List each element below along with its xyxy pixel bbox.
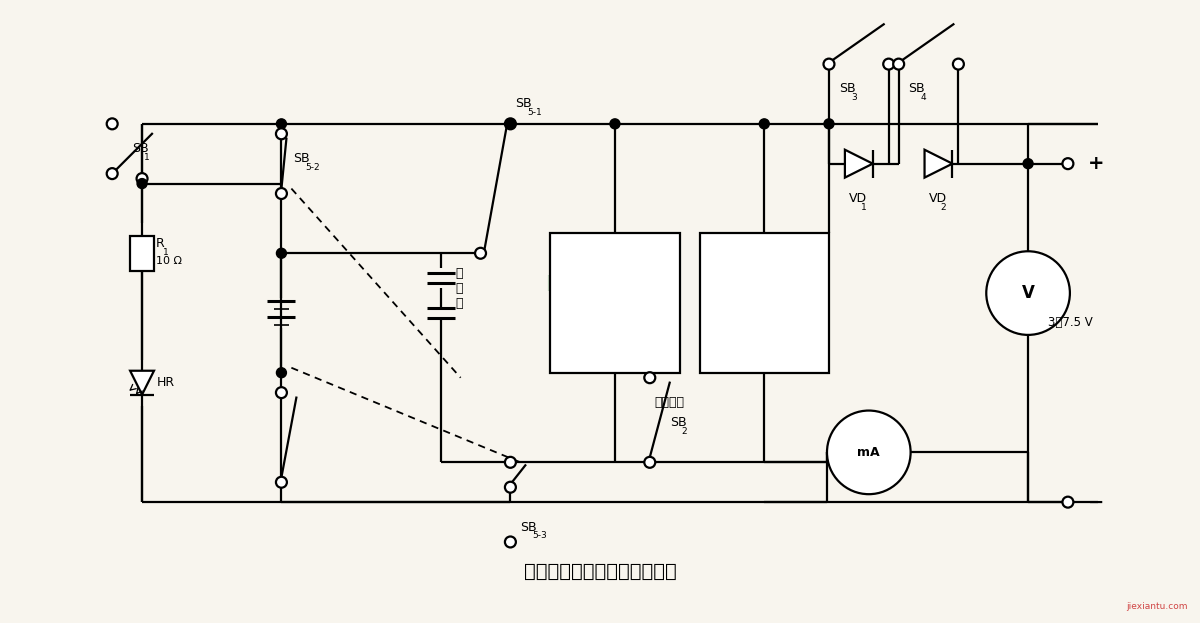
Text: V: V (1021, 284, 1034, 302)
Text: 光伏电池: 光伏电池 (655, 396, 685, 409)
Text: 1: 1 (162, 248, 168, 257)
Circle shape (827, 411, 911, 494)
Circle shape (883, 59, 894, 70)
Text: 5-3: 5-3 (533, 531, 547, 541)
Text: 3～7.5 V: 3～7.5 V (1048, 316, 1093, 330)
Text: 5-1: 5-1 (527, 108, 542, 117)
Text: VD: VD (929, 192, 947, 205)
Text: 1: 1 (860, 203, 866, 212)
Text: 锂
电
池: 锂 电 池 (456, 267, 463, 310)
Text: SB: SB (670, 416, 686, 429)
Circle shape (276, 477, 287, 488)
Circle shape (137, 173, 148, 184)
Text: +: + (1088, 154, 1104, 173)
Circle shape (505, 482, 516, 493)
Circle shape (824, 119, 834, 129)
Text: 10 Ω: 10 Ω (156, 256, 182, 266)
Text: SB: SB (521, 521, 536, 533)
Text: 2: 2 (941, 203, 946, 212)
Circle shape (475, 248, 486, 259)
Text: jiexiantu.com: jiexiantu.com (1126, 602, 1187, 611)
Circle shape (1062, 158, 1073, 169)
Circle shape (610, 119, 620, 129)
Circle shape (137, 179, 148, 189)
Text: 1: 1 (144, 153, 150, 162)
Circle shape (1062, 497, 1073, 508)
Text: SB: SB (132, 142, 149, 155)
Text: −: − (1088, 493, 1104, 511)
Text: R: R (156, 237, 164, 250)
Text: HR: HR (157, 376, 175, 389)
Text: 2: 2 (682, 427, 688, 436)
Text: VD: VD (848, 192, 868, 205)
Text: 4: 4 (920, 93, 926, 102)
Circle shape (107, 168, 118, 179)
Text: SB: SB (839, 82, 856, 95)
Bar (551, 234, 679, 373)
Circle shape (823, 59, 834, 70)
Circle shape (505, 536, 516, 548)
Polygon shape (845, 150, 872, 178)
Circle shape (276, 249, 287, 259)
Bar (130, 236, 155, 270)
Circle shape (276, 188, 287, 199)
Text: 3: 3 (851, 93, 857, 102)
Text: SB: SB (515, 97, 532, 110)
Bar (700, 234, 829, 373)
Circle shape (986, 251, 1070, 335)
Text: SB: SB (908, 82, 925, 95)
Circle shape (893, 59, 904, 70)
Polygon shape (924, 150, 953, 178)
Circle shape (644, 372, 655, 383)
Circle shape (953, 59, 964, 70)
Text: 太阳能多功能充电器电路原理: 太阳能多功能充电器电路原理 (523, 563, 677, 581)
Circle shape (760, 119, 769, 129)
Text: SB: SB (293, 152, 310, 165)
Text: 杭州将睿科技有限公司: 杭州将睿科技有限公司 (546, 274, 654, 292)
Circle shape (276, 387, 287, 398)
Circle shape (276, 368, 287, 378)
Text: 5-2: 5-2 (305, 163, 320, 172)
Polygon shape (130, 371, 154, 394)
Circle shape (644, 457, 655, 468)
Circle shape (505, 119, 515, 129)
Text: mA: mA (858, 446, 880, 459)
Circle shape (505, 457, 516, 468)
Circle shape (276, 128, 287, 140)
Circle shape (107, 118, 118, 130)
Circle shape (1024, 159, 1033, 169)
Circle shape (276, 119, 287, 129)
Circle shape (505, 118, 516, 130)
